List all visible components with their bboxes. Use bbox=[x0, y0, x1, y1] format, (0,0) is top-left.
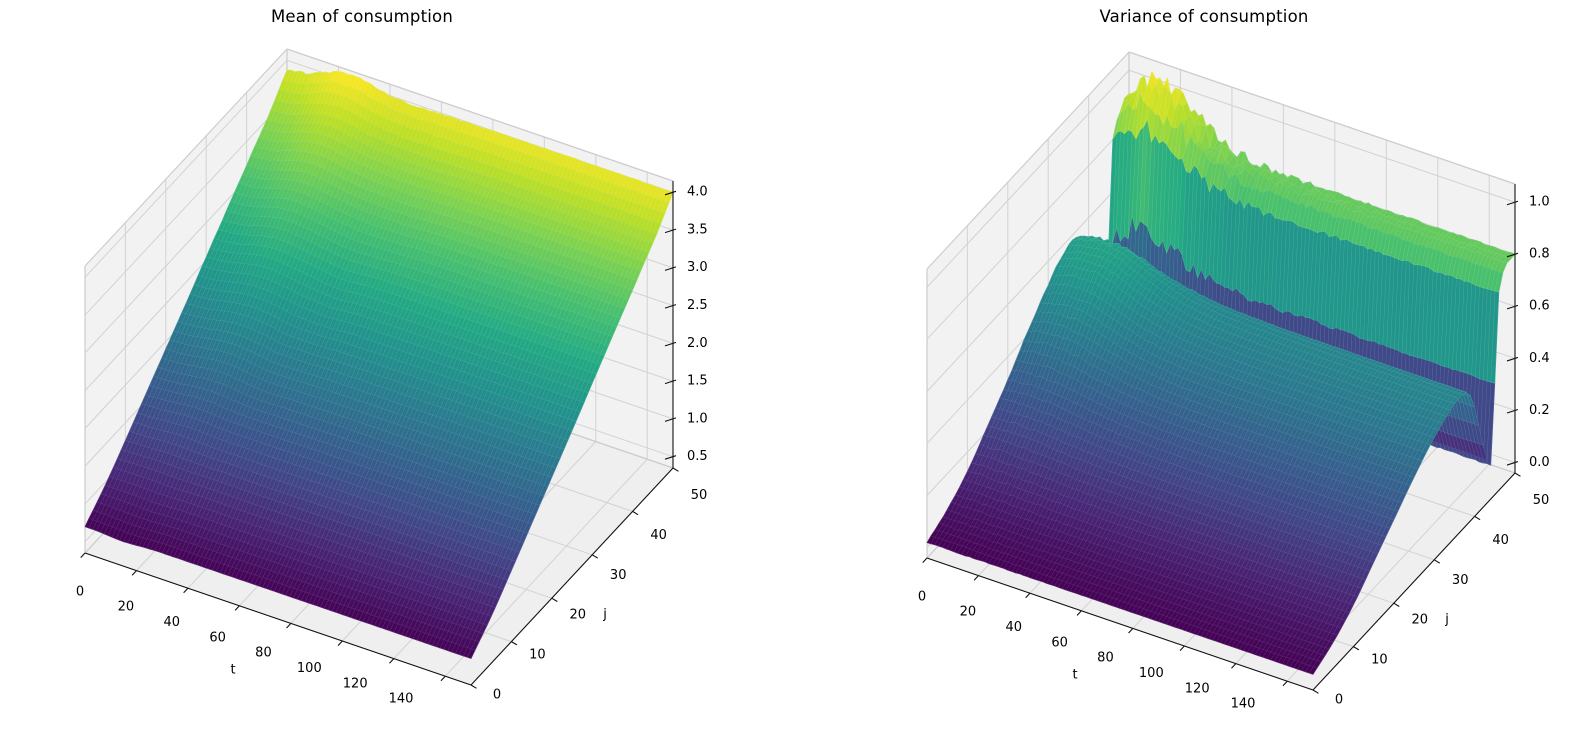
plot-title-variance: Variance of consumption bbox=[1099, 7, 1309, 26]
plot-title-mean: Mean of consumption bbox=[271, 7, 453, 26]
